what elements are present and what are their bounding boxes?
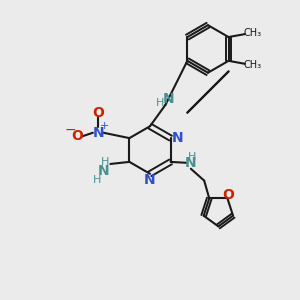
Text: +: +	[100, 121, 110, 131]
Text: N: N	[163, 92, 174, 106]
Text: N: N	[171, 131, 183, 145]
Text: N: N	[92, 126, 104, 140]
Text: O: O	[222, 188, 234, 202]
Text: O: O	[92, 106, 104, 120]
Text: H: H	[156, 98, 164, 108]
Text: H: H	[92, 175, 101, 185]
Text: CH₃: CH₃	[243, 28, 261, 38]
Text: N: N	[144, 173, 156, 187]
Text: H: H	[188, 152, 196, 162]
Text: −: −	[64, 123, 76, 137]
Text: N: N	[98, 164, 109, 178]
Text: H: H	[101, 158, 109, 167]
Text: N: N	[185, 156, 196, 170]
Text: O: O	[71, 129, 83, 143]
Text: CH₃: CH₃	[243, 60, 261, 70]
